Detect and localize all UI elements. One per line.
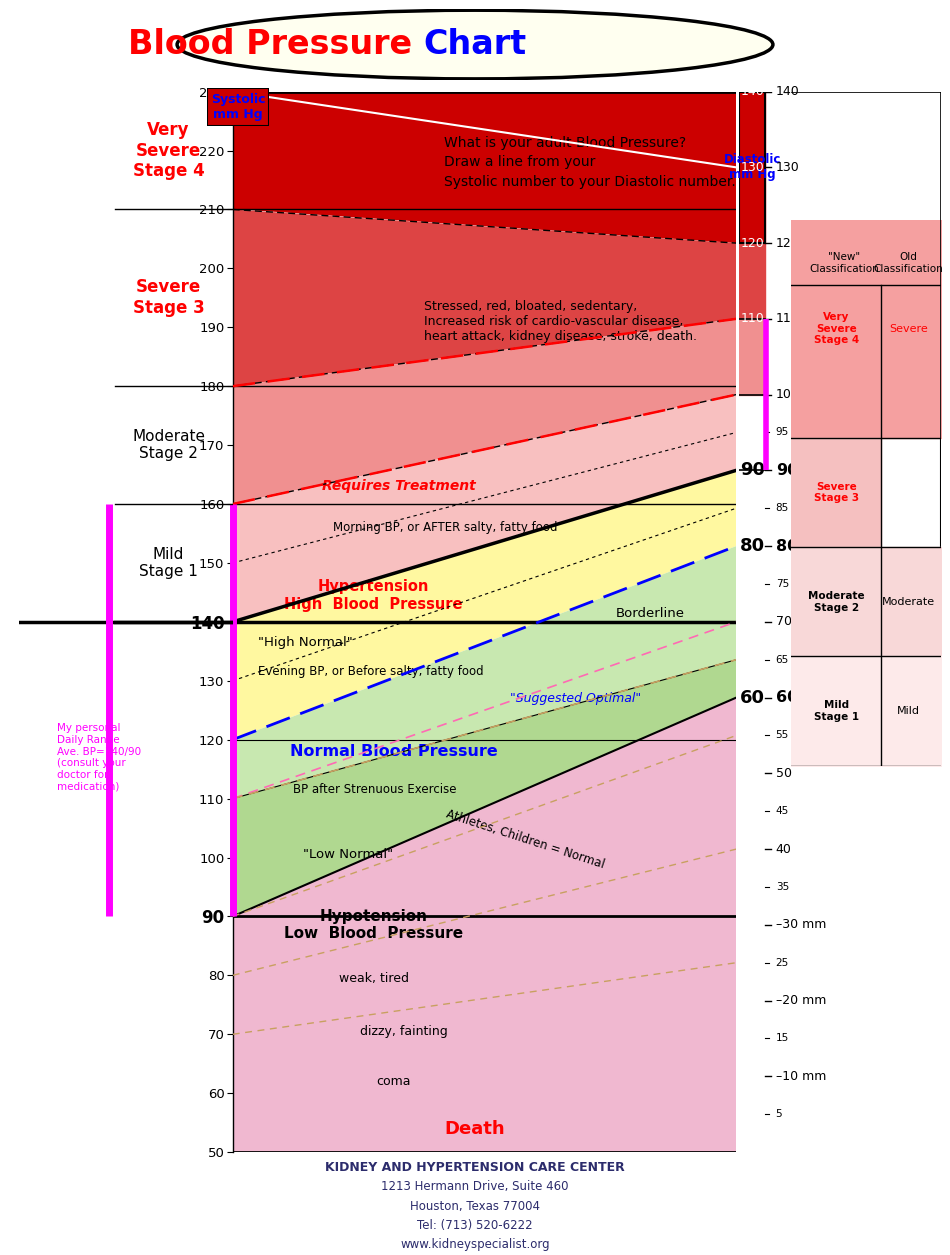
Text: 40: 40 [775, 842, 791, 856]
Text: Moderate
Stage 2: Moderate Stage 2 [808, 591, 864, 612]
Text: "Suggested Optimal": "Suggested Optimal" [509, 692, 641, 705]
Text: Moderate
Stage 2: Moderate Stage 2 [132, 429, 205, 462]
Text: What is your adult Blood Pressure?
Draw a line from your
Systolic number to your: What is your adult Blood Pressure? Draw … [445, 136, 736, 188]
Text: "Low Normal": "Low Normal" [303, 848, 393, 861]
Text: Very
Severe
Stage 4: Very Severe Stage 4 [814, 312, 859, 345]
Text: 1213 Hermann Drive, Suite 460: 1213 Hermann Drive, Suite 460 [381, 1180, 569, 1194]
Text: Requires Treatment: Requires Treatment [322, 479, 476, 493]
Text: 25: 25 [775, 958, 788, 968]
Text: 80: 80 [740, 537, 765, 555]
Text: Normal Blood Pressure: Normal Blood Pressure [290, 744, 498, 759]
Text: 55: 55 [775, 730, 788, 740]
Text: Blood Pressure: Blood Pressure [127, 28, 424, 61]
Text: Morning BP, or AFTER salty, fatty food: Morning BP, or AFTER salty, fatty food [333, 521, 558, 535]
Text: "High Normal": "High Normal" [258, 636, 352, 649]
Text: Houston, Texas 77004: Houston, Texas 77004 [410, 1200, 540, 1212]
Text: Moderate: Moderate [882, 597, 935, 606]
Text: coma: coma [376, 1074, 411, 1088]
Text: 5: 5 [775, 1109, 782, 1119]
Text: 130: 130 [740, 161, 764, 174]
Text: 90: 90 [740, 462, 765, 479]
Text: dizzy, fainting: dizzy, fainting [360, 1025, 447, 1038]
Text: 120: 120 [740, 237, 764, 250]
Text: 85: 85 [775, 503, 788, 513]
Text: –20 mm: –20 mm [775, 994, 826, 1007]
Text: Very
Severe
Stage 4: Very Severe Stage 4 [133, 120, 204, 181]
Text: 95: 95 [775, 428, 788, 438]
Text: 130: 130 [775, 161, 800, 174]
Polygon shape [233, 394, 736, 621]
Text: Borderline: Borderline [616, 606, 684, 620]
Text: Stressed, red, bloated, sedentary,
Increased risk of cardio-vascular disease,
he: Stressed, red, bloated, sedentary, Incre… [424, 300, 697, 343]
Text: 80: 80 [775, 538, 798, 553]
Text: Systolic
mm Hg: Systolic mm Hg [211, 93, 265, 120]
Text: Hypertension
High  Blood  Pressure: Hypertension High Blood Pressure [284, 579, 463, 611]
Text: Death: Death [444, 1119, 504, 1137]
Polygon shape [233, 210, 736, 387]
Polygon shape [233, 471, 736, 739]
Text: Mild: Mild [897, 707, 920, 715]
Text: Severe
Stage 3: Severe Stage 3 [814, 482, 859, 503]
Text: Hypotension
Low  Blood  Pressure: Hypotension Low Blood Pressure [284, 909, 464, 941]
Text: KIDNEY AND HYPERTENSION CARE CENTER: KIDNEY AND HYPERTENSION CARE CENTER [325, 1161, 625, 1173]
Text: "New"
Classification: "New" Classification [809, 252, 879, 274]
Text: 50: 50 [775, 767, 791, 779]
Text: 100: 100 [775, 388, 800, 402]
Text: Chart: Chart [424, 28, 526, 61]
Text: Mild
Stage 1: Mild Stage 1 [140, 547, 198, 579]
Bar [739, 92, 766, 243]
Text: Tel: (713) 520-6222: Tel: (713) 520-6222 [417, 1219, 533, 1232]
Text: 35: 35 [775, 882, 788, 892]
Text: 110: 110 [740, 312, 764, 325]
Polygon shape [233, 698, 736, 1152]
Text: Mild
Stage 1: Mild Stage 1 [814, 700, 859, 722]
Text: 140: 140 [775, 85, 800, 98]
Text: My personal
Daily Range
Ave. BP=140/90
(consult your
doctor for
medication): My personal Daily Range Ave. BP=140/90 (… [57, 723, 142, 792]
Polygon shape [233, 92, 736, 243]
Text: 45: 45 [775, 806, 788, 816]
Text: 90: 90 [775, 463, 798, 478]
Text: 60: 60 [775, 690, 798, 705]
Text: –10 mm: –10 mm [775, 1069, 826, 1083]
Text: 65: 65 [775, 655, 788, 665]
Text: www.kidneyspecialist.org: www.kidneyspecialist.org [400, 1239, 550, 1251]
Text: 75: 75 [775, 579, 788, 589]
Text: Old
Classification: Old Classification [874, 252, 943, 274]
Text: Athletes, Children = Normal: Athletes, Children = Normal [445, 808, 606, 872]
Polygon shape [233, 319, 736, 505]
Text: weak, tired: weak, tired [339, 971, 408, 985]
Text: –30 mm: –30 mm [775, 919, 826, 931]
Polygon shape [233, 546, 736, 916]
Text: 70: 70 [775, 615, 791, 629]
Text: Severe: Severe [889, 324, 928, 334]
Text: 120: 120 [775, 237, 800, 250]
Text: 140: 140 [740, 85, 764, 98]
Text: 15: 15 [775, 1033, 788, 1043]
Ellipse shape [177, 10, 773, 79]
Text: Severe
Stage 3: Severe Stage 3 [133, 279, 204, 318]
Text: 60: 60 [740, 689, 765, 707]
Text: Evening BP, or Before salty, fatty food: Evening BP, or Before salty, fatty food [258, 665, 484, 679]
Polygon shape [233, 660, 736, 916]
Text: Diastolic
mm Hg: Diastolic mm Hg [724, 153, 781, 182]
Text: BP after Strenuous Exercise: BP after Strenuous Exercise [294, 783, 457, 796]
Text: 110: 110 [775, 312, 800, 325]
